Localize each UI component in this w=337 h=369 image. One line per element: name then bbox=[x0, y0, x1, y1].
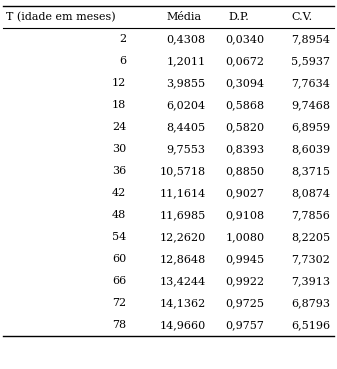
Text: 0,0340: 0,0340 bbox=[225, 34, 265, 44]
Text: 0,8393: 0,8393 bbox=[225, 144, 265, 154]
Text: 0,9108: 0,9108 bbox=[225, 210, 265, 220]
Text: 0,9757: 0,9757 bbox=[226, 320, 265, 330]
Text: 42: 42 bbox=[112, 188, 126, 198]
Text: 48: 48 bbox=[112, 210, 126, 220]
Text: 0,9725: 0,9725 bbox=[225, 298, 265, 308]
Text: 12,2620: 12,2620 bbox=[159, 232, 206, 242]
Text: 6,8793: 6,8793 bbox=[291, 298, 330, 308]
Text: 7,3913: 7,3913 bbox=[291, 276, 330, 286]
Text: 10,5718: 10,5718 bbox=[159, 166, 206, 176]
Text: 11,1614: 11,1614 bbox=[159, 188, 206, 198]
Text: 9,7553: 9,7553 bbox=[166, 144, 206, 154]
Text: 8,3715: 8,3715 bbox=[291, 166, 330, 176]
Text: 60: 60 bbox=[112, 254, 126, 264]
Text: T (idade em meses): T (idade em meses) bbox=[6, 12, 116, 22]
Text: 3,9855: 3,9855 bbox=[166, 78, 206, 88]
Text: 0,9922: 0,9922 bbox=[225, 276, 265, 286]
Text: 11,6985: 11,6985 bbox=[159, 210, 206, 220]
Text: 6: 6 bbox=[119, 56, 126, 66]
Text: 1,2011: 1,2011 bbox=[166, 56, 206, 66]
Text: 0,8850: 0,8850 bbox=[225, 166, 265, 176]
Text: 6,5196: 6,5196 bbox=[291, 320, 330, 330]
Text: 54: 54 bbox=[112, 232, 126, 242]
Text: 8,6039: 8,6039 bbox=[291, 144, 330, 154]
Text: 14,9660: 14,9660 bbox=[159, 320, 206, 330]
Text: 13,4244: 13,4244 bbox=[159, 276, 206, 286]
Text: 0,5820: 0,5820 bbox=[225, 122, 265, 132]
Text: Média: Média bbox=[166, 12, 201, 22]
Text: 36: 36 bbox=[112, 166, 126, 176]
Text: 6,0204: 6,0204 bbox=[166, 100, 206, 110]
Text: 9,7468: 9,7468 bbox=[291, 100, 330, 110]
Text: 66: 66 bbox=[112, 276, 126, 286]
Text: 0,9027: 0,9027 bbox=[225, 188, 265, 198]
Text: C.V.: C.V. bbox=[291, 12, 312, 22]
Text: 7,7634: 7,7634 bbox=[292, 78, 330, 88]
Text: 7,7856: 7,7856 bbox=[292, 210, 330, 220]
Text: 8,2205: 8,2205 bbox=[291, 232, 330, 242]
Text: 18: 18 bbox=[112, 100, 126, 110]
Text: 0,4308: 0,4308 bbox=[166, 34, 206, 44]
Text: 72: 72 bbox=[112, 298, 126, 308]
Text: 30: 30 bbox=[112, 144, 126, 154]
Text: 12: 12 bbox=[112, 78, 126, 88]
Text: D.P.: D.P. bbox=[229, 12, 250, 22]
Text: 0,3094: 0,3094 bbox=[225, 78, 265, 88]
Text: 0,0672: 0,0672 bbox=[225, 56, 265, 66]
Text: 7,8954: 7,8954 bbox=[291, 34, 330, 44]
Text: 6,8959: 6,8959 bbox=[291, 122, 330, 132]
Text: 78: 78 bbox=[112, 320, 126, 330]
Text: 0,5868: 0,5868 bbox=[225, 100, 265, 110]
Text: 7,7302: 7,7302 bbox=[292, 254, 330, 264]
Text: 14,1362: 14,1362 bbox=[159, 298, 206, 308]
Text: 2: 2 bbox=[119, 34, 126, 44]
Text: 0,9945: 0,9945 bbox=[225, 254, 265, 264]
Text: 1,0080: 1,0080 bbox=[225, 232, 265, 242]
Text: 24: 24 bbox=[112, 122, 126, 132]
Text: 8,4405: 8,4405 bbox=[166, 122, 206, 132]
Text: 8,0874: 8,0874 bbox=[291, 188, 330, 198]
Text: 12,8648: 12,8648 bbox=[159, 254, 206, 264]
Text: 5,5937: 5,5937 bbox=[291, 56, 330, 66]
